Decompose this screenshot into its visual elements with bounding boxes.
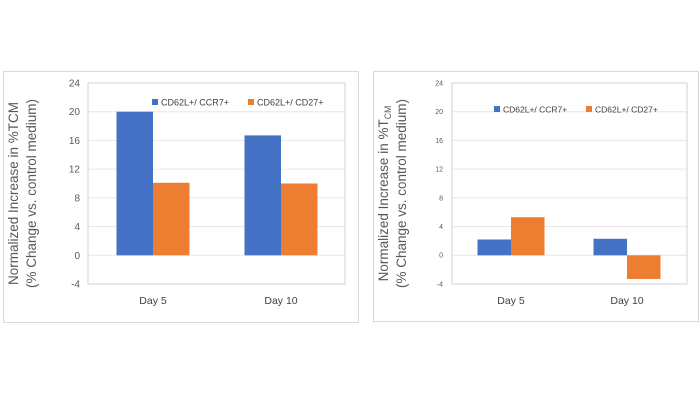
y-axis-title-line2: (% Change vs. control medium) bbox=[24, 99, 39, 288]
bar-day-5-series-1 bbox=[477, 239, 511, 256]
y-tick-label: 4 bbox=[74, 222, 80, 233]
bar-day-10-series-2 bbox=[281, 183, 318, 256]
legend-label: CD62L+/ CD27+ bbox=[257, 98, 324, 108]
x-category-label: Day 10 bbox=[610, 295, 643, 307]
y-tick-label: 8 bbox=[74, 193, 80, 204]
plot-area-border bbox=[451, 82, 688, 285]
legend-label: CD62L+/ CCR7+ bbox=[161, 98, 229, 108]
legend-label: CD62L+/ CCR7+ bbox=[503, 105, 567, 115]
bar-day-10-series-2 bbox=[627, 255, 661, 279]
y-axis-title-line2: (% Change vs. control medium) bbox=[394, 99, 409, 288]
y-tick-label: -4 bbox=[437, 281, 443, 288]
legend-swatch bbox=[586, 106, 592, 112]
y-tick-label: 20 bbox=[69, 107, 81, 118]
y-axis-title-subscript: CM bbox=[383, 106, 393, 120]
y-axis-title-line1: Normalized Increase in %TCM bbox=[6, 102, 21, 285]
x-category-label: Day 5 bbox=[497, 295, 525, 307]
bar-day-5-series-2 bbox=[153, 182, 190, 256]
y-tick-label: 0 bbox=[439, 253, 443, 260]
y-tick-label: 4 bbox=[439, 224, 443, 231]
y-tick-label: 20 bbox=[435, 109, 443, 116]
y-tick-label: 12 bbox=[69, 165, 81, 176]
y-tick-label: 8 bbox=[439, 195, 443, 202]
x-category-label: Day 10 bbox=[264, 295, 297, 307]
plot-area-border bbox=[87, 82, 346, 285]
y-tick-label: 16 bbox=[69, 136, 81, 147]
y-tick-label: 12 bbox=[435, 167, 443, 174]
y-tick-label: -4 bbox=[71, 280, 80, 291]
legend-swatch bbox=[152, 99, 158, 105]
y-tick-label: 24 bbox=[69, 79, 81, 90]
y-tick-label: 0 bbox=[74, 251, 80, 262]
bar-day-5-series-1 bbox=[116, 111, 153, 256]
legend-label: CD62L+/ CD27+ bbox=[595, 105, 658, 115]
y-axis-title-line1: Normalized Increase in %TCM bbox=[376, 106, 393, 282]
legend-swatch bbox=[494, 106, 500, 112]
bar-day-10-series-1 bbox=[244, 135, 281, 256]
y-axis-title-text: Normalized Increase in %TCM bbox=[6, 102, 21, 285]
y-tick-label: 24 bbox=[435, 80, 443, 87]
legend-swatch bbox=[248, 99, 254, 105]
chart-panel-right bbox=[373, 71, 699, 322]
y-tick-label: 16 bbox=[435, 138, 443, 145]
y-axis-title-text: Normalized Increase in %T bbox=[376, 119, 391, 281]
bar-day-10-series-1 bbox=[593, 238, 627, 256]
x-category-label: Day 5 bbox=[139, 295, 167, 307]
bar-day-5-series-2 bbox=[511, 217, 545, 256]
